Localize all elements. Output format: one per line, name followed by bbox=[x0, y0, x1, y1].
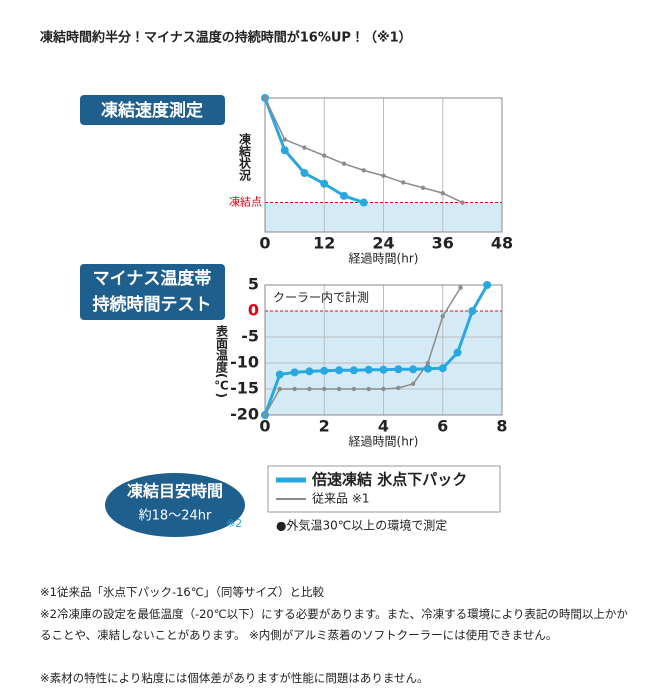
y-tick-label: 0 bbox=[248, 301, 259, 320]
x-tick-label: 0 bbox=[259, 417, 270, 436]
data-point bbox=[394, 365, 403, 374]
y-axis-label: 表面温度(℃) bbox=[215, 324, 229, 398]
data-point bbox=[438, 364, 447, 373]
data-point bbox=[320, 366, 329, 375]
data-point bbox=[275, 370, 284, 379]
data-point bbox=[359, 198, 368, 207]
title-box bbox=[80, 95, 225, 125]
badge-title: 凍結目安時間 bbox=[127, 482, 223, 501]
data-point bbox=[335, 366, 344, 375]
x-tick-label: 36 bbox=[432, 234, 454, 253]
plot-frame bbox=[264, 284, 503, 416]
data-point bbox=[320, 179, 329, 188]
data-point bbox=[305, 367, 314, 376]
data-point bbox=[322, 153, 327, 158]
data-point bbox=[290, 368, 299, 377]
x-axis-label: 経過時間(hr) bbox=[349, 435, 419, 449]
data-point bbox=[366, 386, 371, 392]
x-tick-label: 48 bbox=[491, 234, 513, 253]
series-line bbox=[263, 284, 489, 416]
data-point bbox=[453, 348, 462, 357]
data-point bbox=[458, 285, 463, 290]
footnote: ※1従来品「氷点下パック-16℃」（同等サイズ）と比較 bbox=[40, 585, 325, 599]
infographic: 凍結時間約半分！マイナス温度の持続時間が16%UP！（※1） 凍結速度測定 マイ… bbox=[40, 30, 513, 537]
y-tick-label: 5 bbox=[248, 275, 259, 294]
data-point bbox=[468, 307, 477, 315]
data-point bbox=[409, 365, 418, 374]
data-point bbox=[361, 168, 366, 173]
chart-title: マイナス温度帯 bbox=[93, 268, 212, 289]
headline: 凍結時間約半分！マイナス温度の持続時間が16%UP！（※1） bbox=[40, 30, 412, 46]
data-point bbox=[322, 386, 327, 392]
data-point bbox=[410, 381, 416, 386]
x-tick-label: 24 bbox=[372, 234, 394, 253]
data-point bbox=[336, 386, 342, 392]
data-point bbox=[292, 386, 297, 392]
data-point bbox=[364, 365, 373, 374]
x-tick-label: 0 bbox=[259, 234, 270, 253]
plot-frame bbox=[264, 97, 503, 233]
chart-title: 凍結速度測定 bbox=[101, 100, 203, 121]
data-point bbox=[300, 169, 309, 178]
legend-label: 倍速凍結 氷点下パック bbox=[311, 471, 467, 489]
data-point bbox=[423, 364, 432, 373]
data-point bbox=[381, 173, 386, 178]
x-tick-label: 12 bbox=[313, 234, 335, 253]
data-point bbox=[262, 95, 268, 101]
data-point bbox=[379, 365, 388, 374]
data-point bbox=[420, 185, 426, 190]
footnote: ※素材の特性により粘度には個体差がありますが性能に問題はありません。 bbox=[40, 671, 429, 685]
data-point bbox=[262, 412, 268, 418]
freeze-label: 凍結点 bbox=[229, 196, 262, 209]
data-point bbox=[440, 314, 445, 319]
chart-title: 持続時間テスト bbox=[93, 294, 212, 315]
data-point bbox=[340, 191, 348, 200]
data-point bbox=[483, 281, 492, 289]
data-point bbox=[307, 386, 312, 392]
x-tick-label: 8 bbox=[496, 417, 507, 436]
x-tick-label: 4 bbox=[378, 417, 389, 436]
data-point bbox=[425, 360, 431, 366]
data-point bbox=[302, 145, 307, 150]
data-point bbox=[277, 386, 283, 392]
data-point bbox=[440, 190, 445, 196]
data-point bbox=[401, 180, 406, 185]
data-point bbox=[349, 366, 358, 375]
data-point bbox=[280, 146, 289, 155]
x-tick-label: 2 bbox=[319, 417, 330, 436]
y-tick-label: -15 bbox=[230, 379, 259, 398]
x-axis-label: 経過時間(hr) bbox=[349, 252, 419, 266]
data-point bbox=[351, 386, 357, 392]
footnote: ※2冷凍庫の設定を最低温度（-20℃以下）にする必要があります。また、冷凍する環… bbox=[40, 607, 628, 642]
y-axis-label: 凍結状況 bbox=[238, 132, 252, 182]
data-point bbox=[381, 386, 386, 392]
data-point bbox=[282, 137, 287, 142]
condition: ●外気温30℃以上の環境で測定 bbox=[276, 518, 447, 533]
y-tick-label: -20 bbox=[230, 405, 259, 424]
title-box bbox=[80, 264, 225, 320]
y-tick-label: -10 bbox=[230, 353, 259, 372]
x-tick-label: 6 bbox=[437, 417, 448, 436]
data-point bbox=[460, 200, 465, 205]
data-point bbox=[341, 161, 347, 166]
annotation: クーラー内で計測 bbox=[273, 290, 369, 305]
y-tick-label: -5 bbox=[241, 327, 259, 346]
badge bbox=[105, 473, 245, 537]
legend-box bbox=[267, 465, 501, 513]
badge-note: ※2 bbox=[226, 517, 242, 530]
data-point bbox=[396, 385, 401, 391]
badge-subtitle: 約18〜24hr bbox=[139, 509, 212, 524]
legend-label: 従来品 ※1 bbox=[312, 492, 370, 506]
